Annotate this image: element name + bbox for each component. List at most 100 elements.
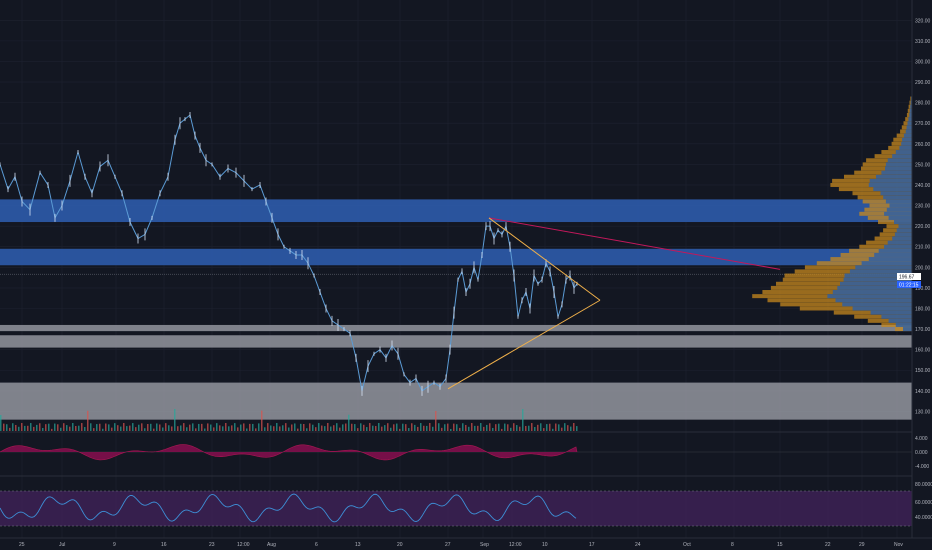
- volume-bar: [417, 426, 419, 431]
- volume-bar: [552, 428, 554, 431]
- price-axis-tick: 200.00: [915, 265, 931, 271]
- volume-bar: [558, 424, 560, 431]
- volume-bar: [228, 426, 230, 431]
- volume-bar: [405, 424, 407, 431]
- volume-bar: [123, 423, 125, 431]
- volume-bar: [24, 425, 26, 431]
- price-axis-tick: 140.00: [915, 389, 931, 395]
- time-axis-tick: 20: [397, 542, 403, 548]
- volume-profile-bar-blue: [887, 158, 912, 163]
- volume-bar: [495, 424, 497, 431]
- trendlines[interactable]: [447, 217, 781, 390]
- volume-bar: [243, 423, 245, 431]
- volume-bar: [141, 423, 143, 431]
- volume-bar: [429, 423, 431, 431]
- trendline-triangle-upper: [488, 217, 601, 301]
- volume-bar: [306, 428, 308, 431]
- volume-bar: [354, 424, 356, 431]
- volume-bar: [324, 426, 326, 431]
- volume-bar: [447, 423, 449, 431]
- volume-bar: [87, 410, 89, 431]
- volume-bar: [105, 423, 107, 431]
- time-axis-tick: 8: [731, 542, 734, 548]
- volume-bar: [282, 425, 284, 431]
- volume-bar: [54, 423, 56, 431]
- volume-profile-bar-blue: [868, 257, 912, 262]
- volume-bar: [75, 425, 77, 431]
- price-axis-tick: 150.00: [915, 368, 931, 374]
- volume-profile-bar-blue: [909, 108, 912, 113]
- time-axis[interactable]: 25 Jul 9 16 23 12:00 Aug 6 13 20 27 Sep 12:00 10 17 24 O…: [0, 537, 932, 548]
- volume-bar: [6, 424, 8, 431]
- volume-bar: [48, 423, 50, 431]
- volume-profile-bar-blue: [903, 133, 912, 138]
- volume-bar: [288, 427, 290, 431]
- volume-profile-bar-blue: [906, 125, 912, 130]
- volume-profile-bar-blue: [899, 145, 912, 150]
- volume-profile-bar-blue: [903, 327, 912, 332]
- volume-bar: [81, 423, 83, 431]
- volume-profile-bar-blue: [861, 261, 912, 266]
- volume-bar: [387, 423, 389, 431]
- price-axis-tick: 180.00: [915, 306, 931, 312]
- volume-profile-bar-blue: [855, 265, 912, 270]
- volume-profile-bar-blue: [840, 281, 912, 286]
- price-axis-tick: 260.00: [915, 142, 931, 148]
- volume-bar: [261, 410, 263, 431]
- volume-profile-bar-blue: [885, 162, 912, 167]
- volume-bar: [390, 427, 392, 431]
- volume-bar: [138, 424, 140, 431]
- volume-bar: [339, 427, 341, 431]
- volume-bar: [315, 427, 317, 431]
- volume-bar: [513, 423, 515, 431]
- volume-bar: [186, 427, 188, 431]
- volume-bar: [213, 427, 215, 431]
- price-axis-tick: 160.00: [915, 348, 931, 354]
- volume-bar: [534, 426, 536, 431]
- volume-bar: [327, 423, 329, 431]
- volume-profile-bar-blue: [910, 104, 912, 109]
- volume-bar: [474, 425, 476, 431]
- volume-bar: [279, 426, 281, 431]
- volume-bar: [516, 425, 518, 431]
- time-axis-tick: 22: [825, 542, 831, 548]
- volume-bar: [501, 428, 503, 431]
- volume-bar: [111, 427, 113, 431]
- volume-bar: [438, 423, 440, 431]
- volume-bar: [162, 427, 164, 431]
- last-price-label: 196.67: [899, 275, 915, 281]
- volume-profile-bar-blue: [870, 310, 912, 315]
- volume-profile-bar-blue: [901, 141, 912, 146]
- volume-bar: [132, 423, 134, 431]
- volume-profile-bar-blue: [888, 215, 912, 220]
- volume-bar: [144, 428, 146, 431]
- volume-profile-bar-blue: [887, 240, 912, 245]
- volume-bar: [270, 425, 272, 431]
- volume-bar: [93, 428, 95, 431]
- time-axis-tick: 29: [859, 542, 865, 548]
- volume-bar: [336, 423, 338, 431]
- price-series: [0, 111, 578, 396]
- volume-profile-bar-blue: [878, 248, 912, 253]
- volume-bar: [477, 425, 479, 431]
- volume-bar: [363, 424, 365, 431]
- volume-bar: [459, 427, 461, 431]
- macd-panel: 4.000 0.000 -4.000: [0, 431, 929, 470]
- time-axis-tick: 12:00: [509, 542, 522, 548]
- support-zone: [0, 335, 912, 348]
- price-axis[interactable]: 320.00 310.00 300.00 290.00 280.00 270.00 260.…: [911, 0, 931, 538]
- volume-bar: [561, 427, 563, 431]
- volume-profile-bar-blue: [907, 121, 912, 126]
- volume-bar: [72, 423, 74, 431]
- volume-bar: [540, 423, 542, 431]
- volume-profile-bar-blue: [908, 117, 912, 122]
- resistance-zone: [0, 199, 912, 223]
- price-axis-tick: 320.00: [915, 18, 931, 24]
- time-axis-tick: Nov: [894, 542, 903, 548]
- volume-profile-bar-blue: [881, 170, 912, 175]
- volume-bar: [114, 423, 116, 431]
- volume-profile-bar-blue: [837, 285, 912, 290]
- volume-bar: [207, 423, 209, 431]
- volume-bar: [252, 423, 254, 431]
